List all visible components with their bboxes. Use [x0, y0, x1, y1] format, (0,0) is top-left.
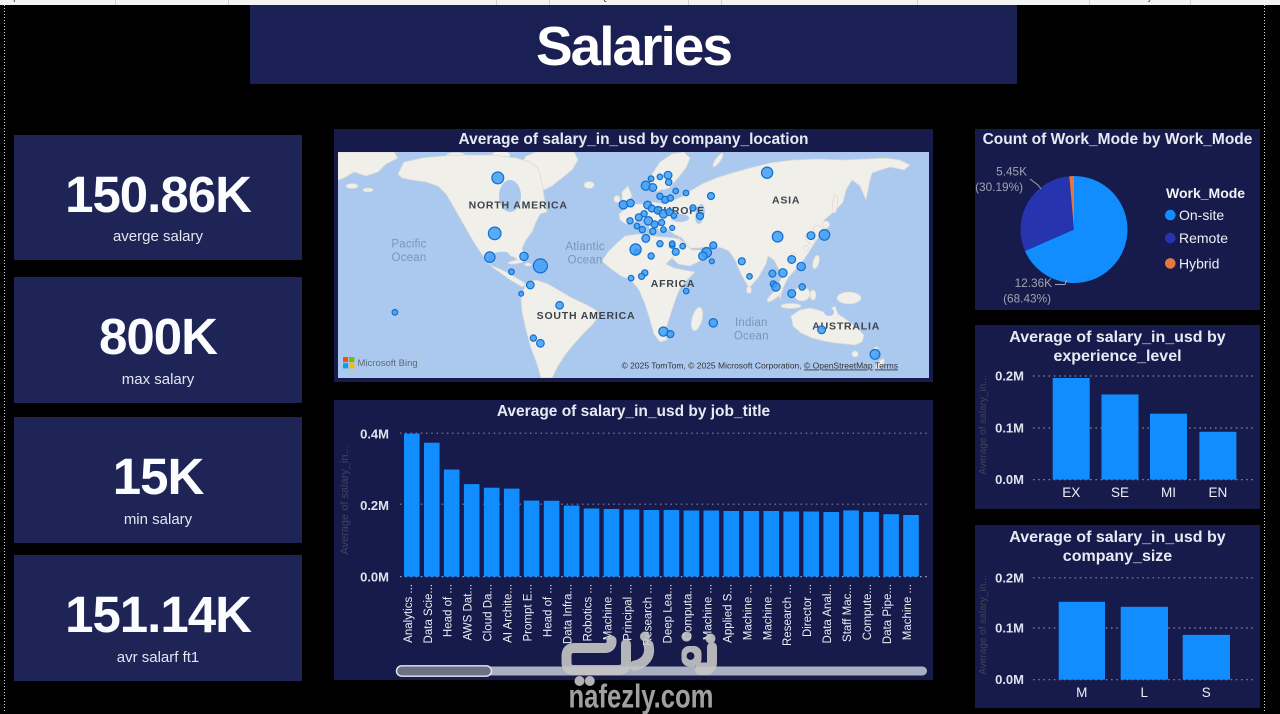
svg-text:0.0M: 0.0M: [360, 570, 389, 585]
svg-text:Remote: Remote: [1179, 230, 1228, 246]
svg-text:MI: MI: [1161, 485, 1176, 500]
svg-text:0.2M: 0.2M: [360, 498, 389, 513]
svg-text:S: S: [1202, 685, 1211, 700]
svg-text:Data Scie...: Data Scie...: [423, 584, 435, 643]
svg-text:Work_Mode: Work_Mode: [1166, 185, 1245, 201]
svg-text:Research ...: Research ...: [782, 584, 794, 646]
svg-text:Data Pipe...: Data Pipe...: [882, 584, 894, 644]
svg-text:EN: EN: [1209, 485, 1228, 500]
svg-text:Indian: Indian: [735, 317, 768, 329]
svg-text:Cloud Da...: Cloud Da...: [483, 584, 495, 642]
svg-text:AFRICA: AFRICA: [651, 278, 695, 290]
svg-text:0.0M: 0.0M: [995, 672, 1024, 687]
svg-text:Average of salary_in...: Average of salary_in...: [339, 445, 351, 554]
svg-text:M: M: [1076, 685, 1087, 700]
svg-text:Staff Mac...: Staff Mac...: [842, 584, 854, 642]
svg-text:On-site: On-site: [1179, 207, 1224, 223]
svg-text:(68.43%): (68.43%): [1003, 292, 1051, 306]
svg-text:Director ...: Director ...: [802, 584, 814, 637]
svg-text:Atlantic: Atlantic: [565, 241, 604, 253]
svg-text:Hybrid: Hybrid: [1179, 255, 1219, 271]
svg-text:Prompt E...: Prompt E...: [523, 584, 535, 642]
svg-text:0.1M: 0.1M: [995, 621, 1024, 636]
svg-text:AWS Dat...: AWS Dat...: [463, 584, 475, 640]
svg-text:Machine ...: Machine ...: [762, 584, 774, 640]
svg-text:Average of salary_in...: Average of salary_in...: [978, 375, 989, 474]
svg-text:12.36K: 12.36K: [1015, 276, 1053, 290]
svg-text:0.2M: 0.2M: [995, 369, 1024, 384]
svg-text:Pacific: Pacific: [391, 239, 426, 251]
svg-text:Data Anal...: Data Anal...: [822, 584, 834, 643]
svg-text:Head of ...: Head of ...: [443, 584, 455, 637]
svg-text:SE: SE: [1111, 485, 1129, 500]
svg-text:nafezly.com: nafezly.com: [569, 678, 714, 714]
svg-text:Analytics ...: Analytics ...: [403, 584, 415, 643]
svg-text:© 2025 TomTom, © 2025 Microsof: © 2025 TomTom, © 2025 Microsoft Corporat…: [622, 361, 898, 371]
svg-text:Ocean: Ocean: [734, 331, 769, 343]
svg-text:5.45K: 5.45K: [996, 165, 1027, 179]
svg-text:Machine ...: Machine ...: [902, 584, 914, 640]
svg-text:0.0M: 0.0M: [995, 472, 1024, 487]
svg-text:L: L: [1141, 685, 1149, 700]
svg-text:Average of salary_in...: Average of salary_in...: [978, 575, 989, 674]
svg-text:Ocean: Ocean: [568, 255, 603, 267]
svg-text:(30.19%): (30.19%): [975, 180, 1023, 194]
svg-text:NORTH AMERICA: NORTH AMERICA: [469, 200, 568, 212]
svg-text:AI Archite...: AI Archite...: [503, 584, 515, 643]
svg-text:EX: EX: [1062, 485, 1080, 500]
svg-text:0.4M: 0.4M: [360, 426, 389, 441]
svg-text:ASIA: ASIA: [772, 195, 800, 207]
svg-text:0.1M: 0.1M: [995, 421, 1024, 436]
svg-text:SOUTH AMERICA: SOUTH AMERICA: [537, 310, 636, 322]
svg-text:Microsoft Bing: Microsoft Bing: [358, 358, 418, 369]
svg-text:Ocean: Ocean: [392, 252, 427, 264]
svg-text:0.2M: 0.2M: [995, 570, 1024, 585]
svg-text:Compute...: Compute...: [862, 584, 874, 640]
